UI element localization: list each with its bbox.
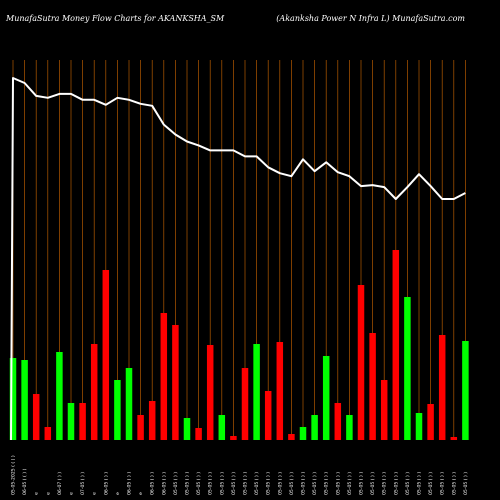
x-tick-label: e	[139, 492, 144, 495]
money-flow-bar	[427, 404, 434, 440]
money-flow-bar	[322, 356, 330, 440]
money-flow-bar	[79, 403, 86, 440]
x-tick-label: 05-05 ( ) )	[254, 472, 260, 495]
x-tick-label: 05-05 ( ) )	[347, 472, 353, 495]
x-tick-label: e	[93, 492, 98, 495]
money-flow-bar	[288, 434, 295, 440]
money-flow-bar	[9, 358, 17, 440]
x-tick-label: 05-05 ( ) )	[405, 472, 411, 495]
x-tick-label: 05-05 ( ) )	[196, 472, 202, 495]
x-tick-label: 05-05 ( ) )	[208, 472, 214, 495]
x-tick-label: 06-05 ( ( ) )	[22, 468, 28, 495]
money-flow-bar	[172, 325, 179, 440]
x-tick-label: 05-05 ( ) )	[382, 472, 388, 495]
money-flow-bar	[56, 352, 63, 440]
money-flow-bar	[380, 380, 388, 440]
x-tick-label: 06-05 ( ) )	[161, 472, 167, 495]
money-flow-bar	[357, 285, 365, 440]
chart-title: MunafaSutra Money Flow Charts for AKANKS…	[6, 14, 225, 23]
money-flow-bar	[114, 380, 121, 440]
x-tick-label: 05-05 ( ) )	[243, 472, 249, 495]
money-flow-bar	[21, 360, 28, 440]
money-flow-bar	[241, 368, 249, 440]
x-tick-label: 05-05 ( ) )	[277, 472, 283, 495]
money-flow-bar	[137, 415, 144, 440]
x-tick-label: 05-05 ( ) )	[393, 472, 399, 495]
money-flow-bar	[218, 415, 226, 440]
money-flow-bar	[183, 418, 191, 440]
money-flow-bar	[160, 313, 168, 440]
money-flow-bar	[462, 341, 469, 440]
money-flow-bar	[334, 403, 342, 440]
price-line	[10, 77, 466, 441]
x-tick-label: 05-05 ( ) )	[359, 472, 365, 495]
x-tick-label: 06-05 ( ) )	[103, 472, 109, 495]
chart-subtitle: (Akanksha Power N Infra L) MunafaSutra.c…	[276, 14, 465, 23]
money-flow-bar	[264, 391, 272, 440]
money-flow-bar	[311, 415, 318, 440]
money-flow-bar	[450, 437, 458, 440]
x-tick-label: 05-05 ( ) )	[324, 472, 330, 495]
money-flow-bar	[253, 344, 260, 440]
x-tick-label: 05-05 ( ) )	[440, 472, 446, 495]
money-flow-bar	[276, 342, 284, 440]
money-flow-bar	[369, 333, 376, 440]
x-tick-label: 05-05 ( ) )	[463, 472, 469, 495]
money-flow-bar	[32, 394, 40, 440]
x-tick-label: 05-05 ( ) )	[266, 472, 272, 495]
x-tick-label: e	[70, 492, 75, 495]
x-tick-label: 07-05 ( ) )	[80, 472, 86, 495]
money-flow-bar	[90, 344, 98, 440]
money-flow-bar	[44, 427, 52, 440]
x-tick-label: 05-05 ( ) )	[428, 472, 434, 495]
x-tick-label: 05-05 ( ) )	[301, 472, 307, 495]
x-tick-label: 05-05 ( ) )	[335, 472, 341, 495]
money-flow-bar	[299, 427, 307, 440]
x-tick-label: 05-05 ( ) )	[451, 472, 457, 495]
x-tick-label: 05-05 ( ) )	[312, 472, 318, 495]
money-flow-bar	[415, 413, 423, 440]
x-tick-label: 05-05 ( ) )	[370, 472, 376, 495]
x-tick-label: 05-05 ( ) )	[417, 472, 423, 495]
x-tick-label: 05-05 ( ) )	[219, 472, 225, 495]
x-tick-label: 05-05 ( ) )	[231, 472, 237, 495]
money-flow-bar	[67, 403, 75, 440]
money-flow-bar	[438, 335, 446, 440]
money-flow-bar	[230, 436, 237, 440]
x-tick-label: 05-05 ( ) )	[173, 472, 179, 495]
x-tick-label: 06-05 ( ) )	[150, 472, 156, 495]
x-tick-label: 05-05 ( ) )	[289, 472, 295, 495]
x-tick-label: 06-07 ( ) )	[57, 472, 63, 495]
money-flow-bar	[148, 401, 156, 440]
money-flow-bar	[102, 270, 110, 440]
x-tick-label: e	[116, 492, 121, 495]
x-tick-label: 05-05 ( ) )	[185, 472, 191, 495]
money-flow-bar	[206, 345, 214, 440]
x-tick-label: e	[46, 492, 51, 495]
money-flow-bar	[125, 368, 133, 440]
x-tick-label: 05-05-2025 ( ( ) )	[11, 455, 17, 495]
money-flow-bar	[404, 297, 411, 440]
x-tick-label: 06-05 ( ) )	[127, 472, 133, 495]
money-flow-bar	[346, 415, 353, 440]
money-flow-bar	[195, 428, 202, 440]
money-flow-bar	[392, 250, 400, 440]
x-tick-label: e	[35, 492, 40, 495]
